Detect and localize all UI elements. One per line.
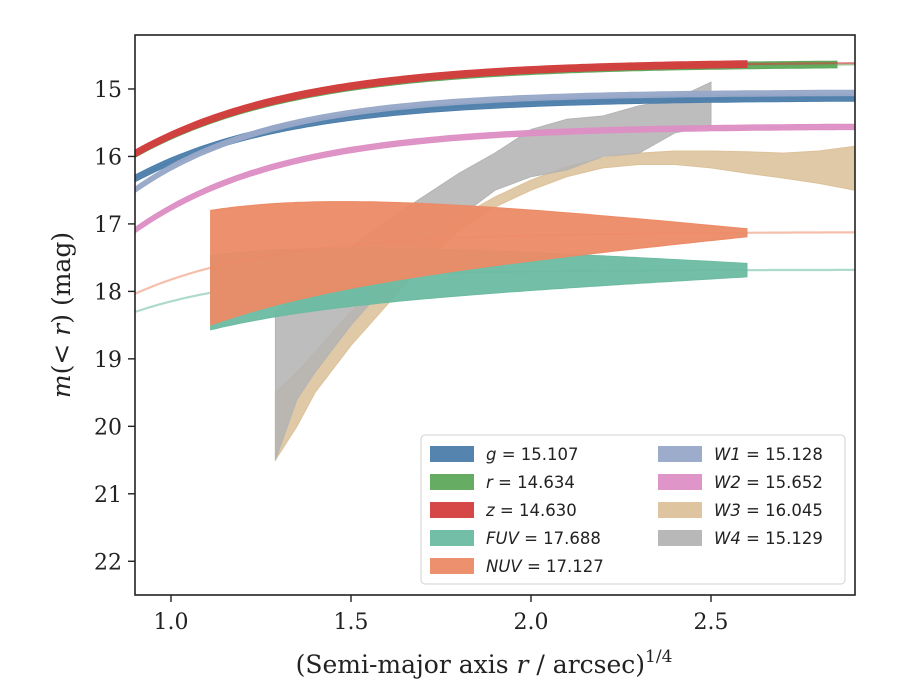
legend-label: FUV = 17.688 xyxy=(486,529,601,548)
y-tick-label: 15 xyxy=(94,78,122,103)
y-tick-label: 22 xyxy=(94,550,122,575)
y-tick-label: 19 xyxy=(94,348,122,373)
y-tick-label: 21 xyxy=(94,483,122,508)
y-tick-label: 18 xyxy=(94,280,122,305)
x-tick-label: 1.0 xyxy=(154,610,189,635)
data-band-z xyxy=(135,60,748,158)
legend-label: r = 14.634 xyxy=(486,473,575,492)
legend-swatch xyxy=(658,474,702,490)
y-tick-label: 17 xyxy=(94,213,122,238)
legend-entry-r: r = 14.634 xyxy=(430,473,575,492)
y-tick-label: 16 xyxy=(94,145,122,170)
legend-entry-w2: W2 = 15.652 xyxy=(658,473,823,492)
legend-swatch xyxy=(430,530,474,546)
legend-swatch xyxy=(658,446,702,462)
legend-swatch xyxy=(658,530,702,546)
legend-swatch xyxy=(430,474,474,490)
legend-label: W1 = 15.128 xyxy=(714,445,823,464)
legend-label: g = 15.107 xyxy=(486,445,579,464)
legend-entry-w4: W4 = 15.129 xyxy=(658,529,823,548)
x-tick-label: 2.0 xyxy=(514,610,549,635)
legend-swatch xyxy=(430,502,474,518)
legend-entry-g: g = 15.107 xyxy=(430,445,579,464)
data-band-w2 xyxy=(135,123,855,234)
legend-box xyxy=(420,434,846,585)
legend-label: z = 14.630 xyxy=(485,501,577,520)
legend-entry-nuv: NUV = 17.127 xyxy=(430,557,604,576)
legend-swatch xyxy=(430,558,474,574)
legend-label: NUV = 17.127 xyxy=(486,557,604,576)
x-axis-label: (Semi-major axis r / arcsec)1/4 xyxy=(296,647,673,679)
series-layer xyxy=(135,60,855,462)
data-band-w1 xyxy=(135,89,855,194)
y-axis-label: m(< r) (mag) xyxy=(47,232,76,398)
plot-frame xyxy=(134,34,856,596)
legend-label: W2 = 15.652 xyxy=(714,473,823,492)
axis-ticks: 1.0 1.5 2.0 2.5 15 16 17 18 19 20 21 22 xyxy=(94,78,729,635)
legend-entry-fuv: FUV = 17.688 xyxy=(430,529,601,548)
legend-label: W4 = 15.129 xyxy=(714,529,823,548)
legend-entry-w1: W1 = 15.128 xyxy=(658,445,823,464)
x-tick-label: 1.5 xyxy=(334,610,369,635)
legend-label: W3 = 16.045 xyxy=(714,501,823,520)
legend-swatch xyxy=(658,502,702,518)
legend-entry-z: z = 14.630 xyxy=(430,501,577,520)
data-band-nuv xyxy=(210,201,748,326)
legend-swatch xyxy=(430,446,474,462)
legend-entry-w3: W3 = 16.045 xyxy=(658,501,823,520)
x-tick-label: 2.5 xyxy=(694,610,729,635)
legend: g = 15.107 r = 14.634 z = 14.630 FUV = 17.6… xyxy=(420,434,846,585)
y-tick-label: 20 xyxy=(94,415,122,440)
